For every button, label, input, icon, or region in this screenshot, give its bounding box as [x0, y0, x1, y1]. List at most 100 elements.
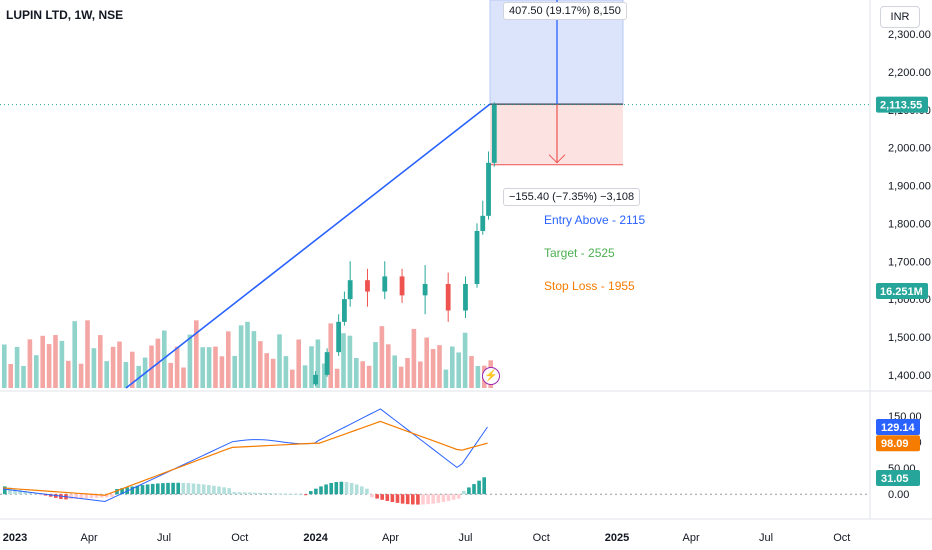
macd-hist-bar	[288, 493, 293, 495]
volume-bar	[238, 325, 244, 388]
macd-hist-bar	[191, 483, 196, 495]
volume-bar	[443, 369, 449, 388]
macd-hist-bar	[171, 482, 175, 495]
volume-bar	[200, 347, 205, 388]
time-tick-label: 2025	[605, 532, 629, 544]
macd-hist-bar	[431, 494, 435, 504]
volume-bar	[328, 323, 333, 388]
macd-hist-bar	[441, 494, 446, 502]
volume-value: 16.251M	[880, 286, 923, 298]
volume-bar	[366, 365, 372, 388]
macd-hist-bar	[395, 494, 400, 503]
macd-hist-bar	[314, 488, 318, 495]
macd-hist-bar	[99, 494, 104, 498]
macd-hist-bar	[232, 492, 237, 495]
macd-hist-bar	[196, 483, 201, 495]
macd-hist-bar	[472, 484, 476, 495]
lightning-icon[interactable]: ⚡	[482, 367, 500, 385]
macd-tick-label: 0.00	[888, 489, 909, 501]
volume-bar	[430, 349, 436, 388]
candle	[486, 162, 491, 216]
macd-hist-bar	[43, 494, 48, 496]
price-tick-label: 1,800.00	[888, 218, 931, 230]
candle	[491, 104, 497, 163]
macd-hist-bar	[263, 493, 267, 495]
macd-hist-bar	[370, 494, 374, 498]
macd-hist-bar	[222, 487, 226, 495]
candle	[399, 276, 405, 296]
stop-annotation: Stop Loss - 1955	[544, 279, 635, 293]
macd-hist-bar	[467, 487, 471, 495]
macd-hist-bar	[421, 494, 425, 505]
time-tick-label: 2024	[303, 532, 328, 544]
time-tick-label: Jul	[458, 532, 472, 544]
macd-hist-bar	[237, 492, 242, 495]
time-tick-label: 2023	[3, 532, 27, 544]
volume-bar	[78, 363, 84, 388]
price-tick-label: 1,400.00	[888, 370, 931, 382]
macd-hist-bar	[252, 492, 257, 495]
stop-arrowhead	[548, 154, 566, 164]
macd-hist-bar	[166, 482, 170, 495]
volume-bar	[341, 333, 346, 388]
price-tick-label: 2,200.00	[888, 67, 931, 79]
trendline	[125, 103, 491, 389]
volume-bar	[450, 346, 455, 388]
macd-hist-bar	[247, 492, 252, 495]
macd-hist-bar	[411, 494, 415, 505]
candle	[422, 283, 428, 296]
macd-hist-bar	[258, 492, 262, 495]
volume-tag	[876, 283, 928, 299]
macd-hist-bar	[59, 494, 63, 499]
last-price-value: 2,113.55	[880, 100, 922, 112]
macd-hist-bar	[405, 494, 410, 505]
volume-bar	[85, 320, 90, 388]
volume-bar	[174, 346, 180, 388]
macd-hist-bar	[273, 493, 277, 495]
macd-histogram	[3, 477, 486, 505]
macd-hist-bar	[18, 489, 22, 495]
volume-bar	[424, 337, 429, 388]
macd-hist-bar	[28, 492, 33, 495]
volume-bar	[347, 335, 353, 388]
volume-bar	[136, 365, 141, 388]
volume-bar	[213, 346, 218, 388]
signal-last-tag-value: 98.09	[881, 438, 909, 450]
risk-label: −155.40 (−7.35%) −3,108	[503, 188, 641, 206]
hist-last-tag-value: 31.05	[881, 473, 909, 485]
candle	[474, 230, 480, 284]
macd-hist-bar	[380, 494, 384, 500]
volume-bar	[59, 340, 65, 388]
volume-bar	[411, 328, 417, 388]
chart-title: LUPIN LTD, 1W, NSE	[6, 8, 124, 22]
price-tick-label: 1,900.00	[888, 181, 931, 193]
volume-bar	[379, 326, 385, 388]
macd-hist-bar	[217, 486, 221, 495]
volume-bar	[462, 332, 468, 388]
macd-hist-bar	[242, 492, 247, 495]
price-tick-label: 1,500.00	[888, 332, 931, 344]
macd-hist-bar	[176, 482, 180, 495]
macd-hist-bar	[319, 486, 323, 495]
macd-hist-bar	[293, 493, 298, 495]
candle	[365, 280, 370, 292]
macd-hist-bar	[390, 494, 395, 502]
volume-bar	[206, 347, 212, 388]
macd-hist-bar	[156, 483, 160, 495]
macd-hist-bar	[84, 494, 89, 499]
volume-bar	[21, 365, 26, 388]
macd-hist-bar	[329, 482, 333, 495]
volume-bar	[232, 355, 237, 388]
macd-hist-bar	[309, 491, 313, 495]
volume-bar	[187, 334, 193, 388]
currency-selector[interactable]: INR	[880, 6, 920, 28]
macd-hist-bar	[181, 482, 186, 495]
macd-hist-bar	[456, 494, 461, 499]
macd-hist-bar	[360, 486, 364, 495]
volume-bar	[110, 346, 116, 388]
volume-bar	[194, 320, 199, 388]
candle	[445, 283, 451, 311]
macd-hist-bar	[334, 482, 339, 495]
volume-bar	[14, 346, 20, 388]
